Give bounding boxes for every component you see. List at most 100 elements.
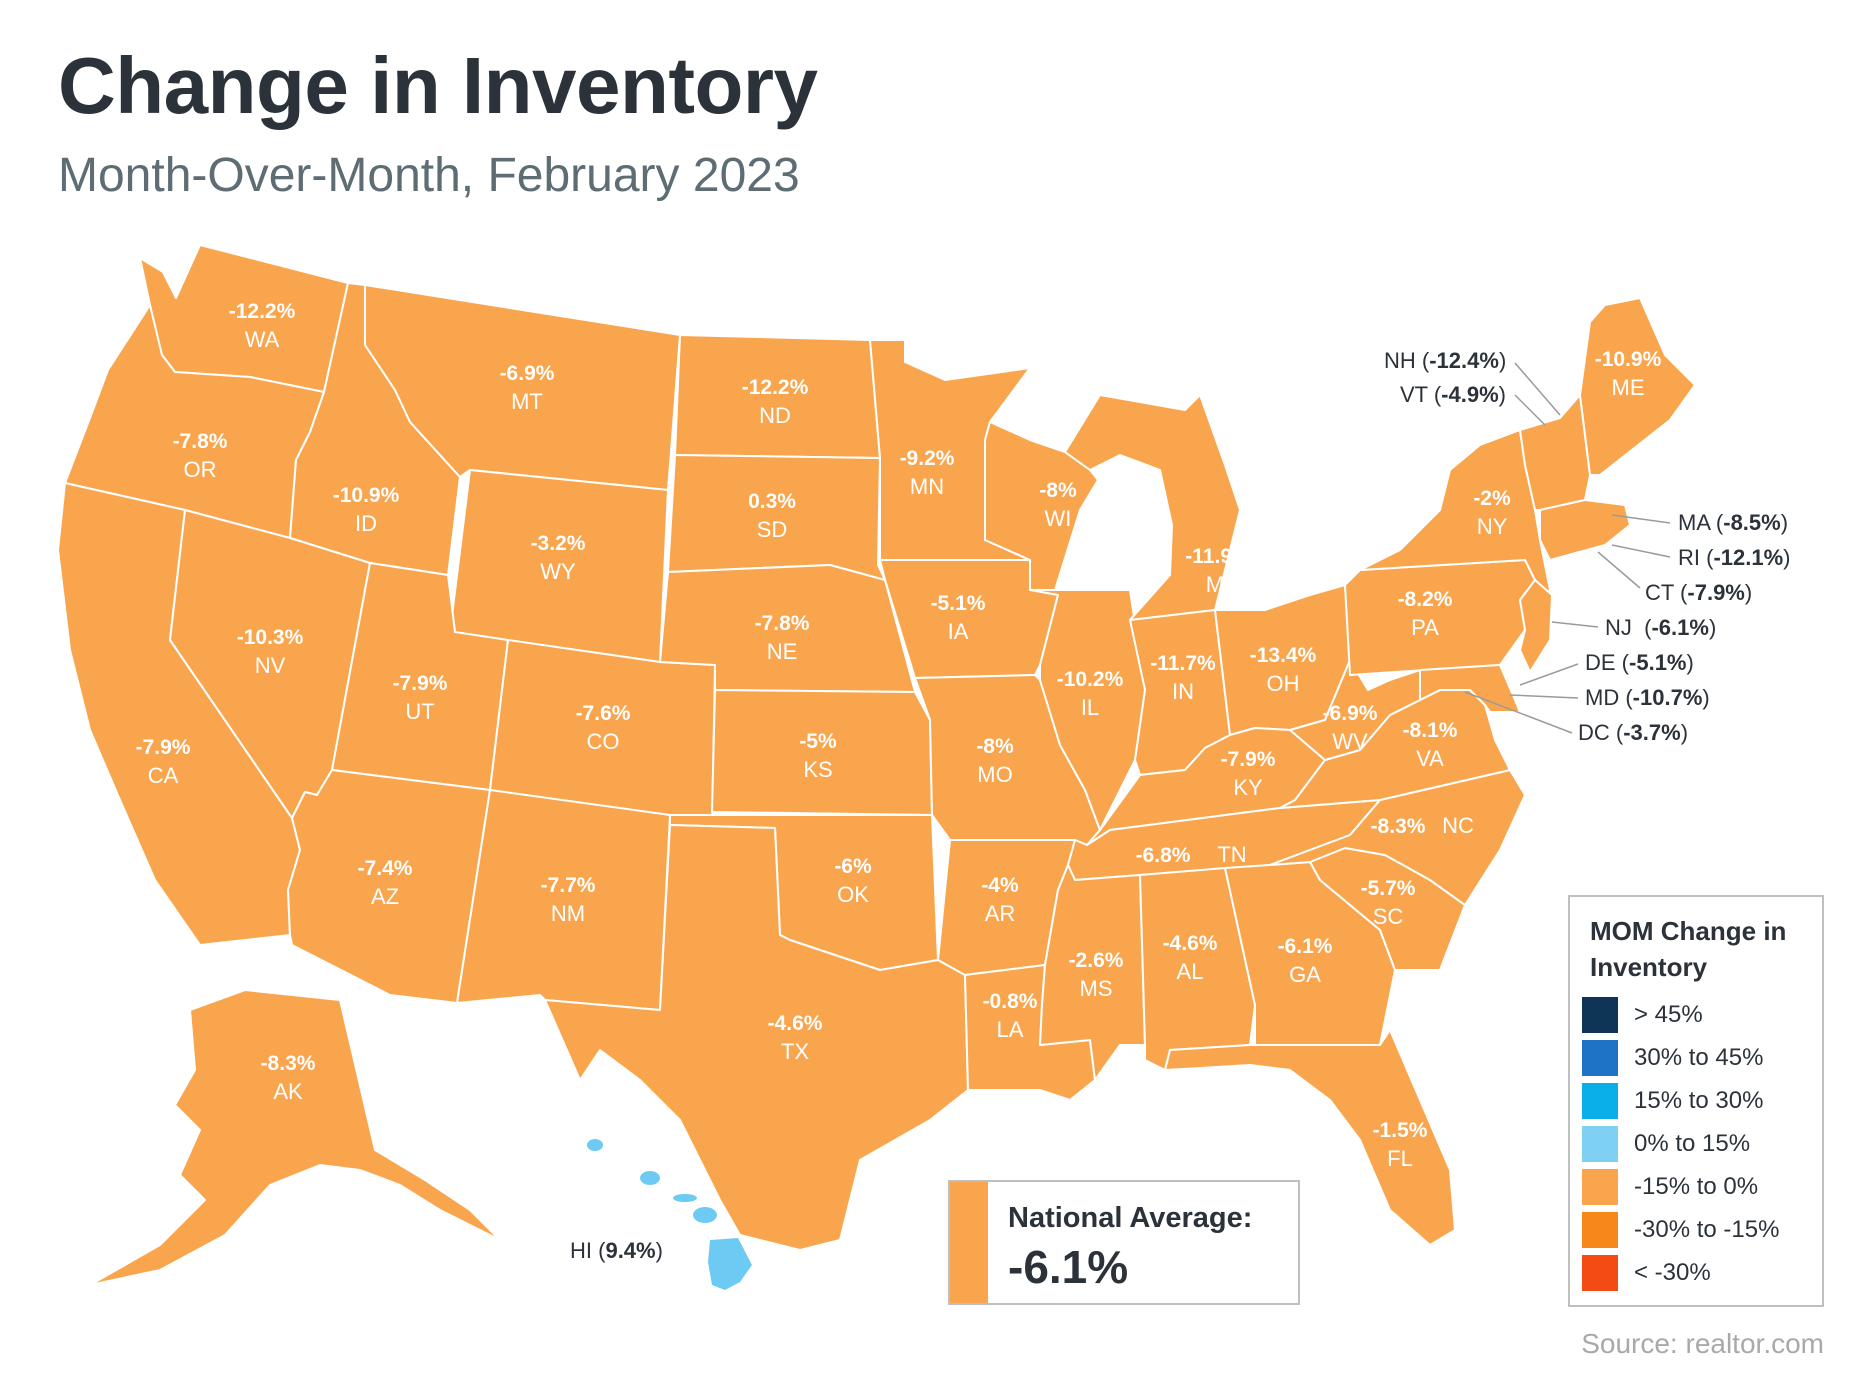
label-NY: -2% NY <box>1473 487 1511 539</box>
label-WI-abbr: WI <box>1045 506 1072 531</box>
label-NM: -7.7% NM <box>541 874 596 926</box>
label-AR-abbr: AR <box>985 901 1016 926</box>
label-CO-pct: -7.6% <box>576 702 631 725</box>
label-IN-abbr: IN <box>1172 679 1194 704</box>
label-OH-abbr: OH <box>1267 671 1300 696</box>
label-MA: MA (-8.5%) <box>1678 510 1789 535</box>
hawaii-island-maui[interactable] <box>693 1207 717 1223</box>
state-shape-PA[interactable] <box>1344 559 1536 676</box>
label-IL-abbr: IL <box>1081 695 1099 720</box>
label-FL-pct: -1.5% <box>1373 1119 1428 1142</box>
label-OK-abbr: OK <box>837 882 869 907</box>
label-MD: MD (-10.7%) <box>1585 685 1710 710</box>
label-KY-pct: -7.9% <box>1221 748 1276 771</box>
hawaii-island-molokai[interactable] <box>673 1194 697 1202</box>
label-LA-pct: -0.8% <box>983 990 1038 1013</box>
state-shape-IL[interactable] <box>1029 589 1146 831</box>
label-DE: DE (-5.1%) <box>1585 650 1694 675</box>
label-VT-abbr: VT <box>1400 382 1428 407</box>
label-FL: -1.5% FL <box>1373 1119 1428 1171</box>
legend-label: 30% to 45% <box>1634 1044 1764 1071</box>
label-WY-pct: -3.2% <box>531 532 586 555</box>
hawaii-island-kauai[interactable] <box>587 1139 603 1151</box>
label-NV-abbr: NV <box>255 653 286 678</box>
legend-item: 15% to 30% <box>1582 1083 1763 1119</box>
label-MS-abbr: MS <box>1080 976 1113 1001</box>
source-credit: Source: realtor.com <box>1581 1328 1824 1359</box>
label-OR-abbr: OR <box>184 457 217 482</box>
state-shape-WI[interactable] <box>984 421 1099 591</box>
label-IN: -11.7% IN <box>1150 652 1216 704</box>
label-SC-pct: -5.7% <box>1361 877 1416 900</box>
label-AR-pct: -4% <box>981 874 1019 897</box>
state-shape-NJ[interactable] <box>1519 579 1553 673</box>
label-HI: HI (9.4%) <box>570 1238 663 1263</box>
state-shape-ME[interactable] <box>1579 297 1696 476</box>
state-shape-NM[interactable] <box>456 789 671 1011</box>
legend-label: -15% to 0% <box>1634 1173 1759 1200</box>
connector-ri <box>1611 544 1671 558</box>
legend-item: 30% to 45% <box>1582 1040 1763 1076</box>
label-WV-abbr: WV <box>1332 729 1368 754</box>
label-GA-abbr: GA <box>1289 962 1321 987</box>
label-ME: -10.9% ME <box>1595 348 1662 400</box>
label-MO-pct: -8% <box>976 735 1014 758</box>
state-shape-MA-CT-RI[interactable] <box>1539 499 1631 561</box>
national-average-box: National Average: -6.1% <box>948 1180 1300 1305</box>
label-AK-abbr: AK <box>273 1079 303 1104</box>
label-LA-abbr: LA <box>997 1017 1024 1042</box>
state-shape-MI[interactable] <box>1064 394 1241 621</box>
label-DC-pct: -3.7% <box>1623 720 1681 745</box>
label-PA: -8.2% PA <box>1398 588 1453 640</box>
legend-item: > 45% <box>1582 997 1703 1033</box>
label-MN-pct: -9.2% <box>900 447 955 470</box>
legend-swatch <box>1582 1040 1618 1076</box>
legend-label: -30% to -15% <box>1634 1216 1780 1243</box>
label-RI-abbr: RI <box>1678 545 1700 570</box>
label-SD-abbr: SD <box>757 517 788 542</box>
label-NE-abbr: NE <box>767 639 798 664</box>
state-shape-FL[interactable] <box>1164 1029 1456 1246</box>
label-SD: 0.3% SD <box>748 490 796 542</box>
label-WY: -3.2% WY <box>531 532 586 584</box>
label-CA-pct: -7.9% <box>136 736 191 759</box>
label-IL-pct: -10.2% <box>1057 668 1124 691</box>
label-WA-pct: -12.2% <box>229 300 296 323</box>
label-CT-abbr: CT <box>1645 580 1674 605</box>
state-shape-MT[interactable] <box>364 284 681 491</box>
state-shape-MD-DE[interactable] <box>1419 664 1521 713</box>
state-shape-TX[interactable] <box>544 824 969 1251</box>
state-shape-NC[interactable] <box>1269 769 1526 906</box>
label-UT-pct: -7.9% <box>393 672 448 695</box>
label-SD-pct: 0.3% <box>748 490 796 513</box>
label-DC: DC (-3.7%) <box>1578 720 1689 745</box>
label-NE-pct: -7.8% <box>755 612 810 635</box>
label-UT: -7.9% UT <box>393 672 448 724</box>
label-GA-pct: -6.1% <box>1278 935 1333 958</box>
label-AZ-pct: -7.4% <box>358 857 413 880</box>
connector-md <box>1509 694 1579 699</box>
hawaii-islands <box>587 1139 752 1290</box>
connector-ma <box>1611 514 1671 524</box>
label-ND: -12.2% ND <box>742 376 809 428</box>
label-UT-abbr: UT <box>405 699 434 724</box>
hawaii-island-big[interactable] <box>708 1238 752 1290</box>
label-MD-abbr: MD <box>1585 685 1620 710</box>
label-DE-abbr: DE <box>1585 650 1616 675</box>
label-NY-pct: -2% <box>1473 487 1511 510</box>
map-subtitle: Month-Over-Month, February 2023 <box>58 149 800 202</box>
state-shape-VT-NH[interactable] <box>1519 394 1591 511</box>
state-shape-AK[interactable] <box>89 989 501 1286</box>
label-MD-pct: -10.7% <box>1632 685 1703 710</box>
hawaii-island-oahu[interactable] <box>640 1171 660 1185</box>
label-MS-pct: -2.6% <box>1069 949 1124 972</box>
connector-de <box>1519 663 1579 686</box>
label-AK: -8.3% AK <box>261 1052 316 1104</box>
legend-swatch <box>1582 1083 1618 1119</box>
legend-label: 0% to 15% <box>1634 1130 1751 1157</box>
legend-item: -15% to 0% <box>1582 1169 1758 1205</box>
label-OR: -7.8% OR <box>173 430 228 482</box>
label-WY-abbr: WY <box>540 559 576 584</box>
label-KS: -5% KS <box>799 730 837 782</box>
label-MS: -2.6% MS <box>1069 949 1124 1001</box>
